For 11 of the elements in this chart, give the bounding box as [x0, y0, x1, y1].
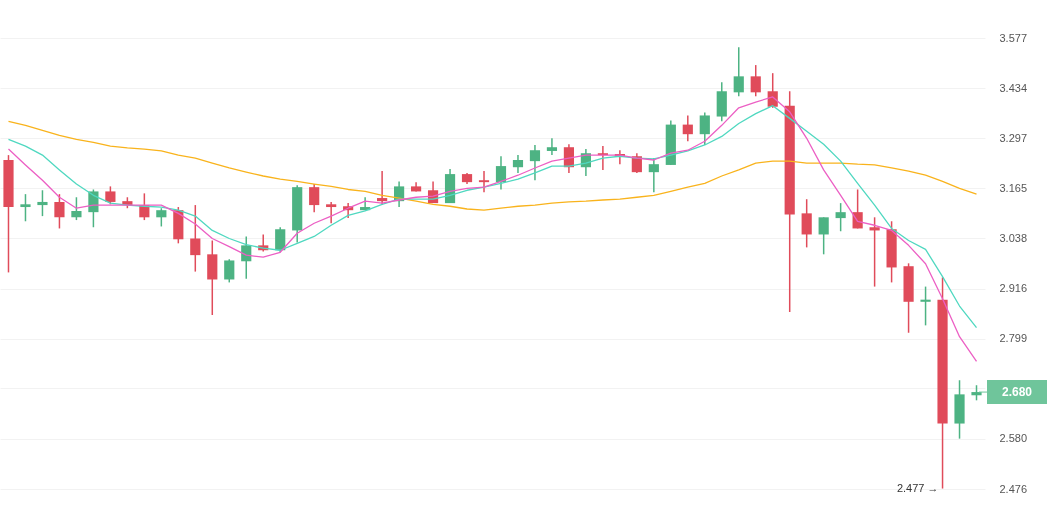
- y-tick-label: 2.799: [999, 332, 1028, 345]
- annotation: 2.477 →: [896, 481, 939, 494]
- y-tick-label: 3.038: [999, 231, 1028, 244]
- y-tick-label: 3.577: [999, 31, 1028, 44]
- y-tick-label: 3.165: [999, 181, 1028, 194]
- y-tick-label: 3.434: [999, 81, 1028, 94]
- y-tick-label: 2.916: [999, 282, 1028, 295]
- ref-line-label: 2.680: [1001, 385, 1033, 400]
- y-tick-label: 2.476: [999, 482, 1028, 495]
- y-tick-label: 2.580: [999, 432, 1028, 445]
- y-tick-label: 3.297: [999, 131, 1028, 144]
